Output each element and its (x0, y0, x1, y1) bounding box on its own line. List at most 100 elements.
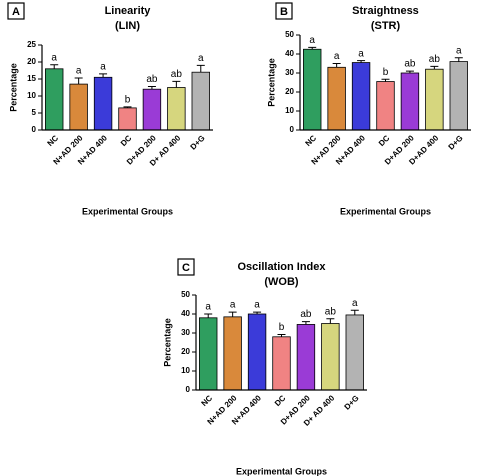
y-tick-label: 50 (285, 30, 294, 39)
bar (321, 323, 340, 391)
x-tick-label: NC (200, 393, 215, 408)
y-tick-label: 30 (181, 328, 190, 337)
chart-subtitle: (LIN) (115, 20, 140, 32)
bar (400, 72, 420, 131)
bar (327, 66, 346, 131)
significance-letter: a (230, 300, 236, 311)
x-tick-label: DC (377, 133, 392, 148)
x-tick-label: DC (273, 393, 288, 408)
chart-subtitle: (WOB) (264, 276, 299, 288)
error-bar (308, 46, 317, 50)
y-tick-label: 0 (32, 125, 37, 134)
x-axis-title: Experimental Groups (236, 466, 327, 476)
significance-letter: ab (171, 69, 183, 80)
error-bar (196, 64, 205, 73)
significance-letter: a (51, 52, 57, 63)
bar (45, 68, 64, 131)
y-tick-label: 40 (285, 49, 294, 58)
chart-subtitle: (STR) (371, 20, 401, 32)
significance-letter: a (100, 62, 106, 73)
x-tick-label: D+G (343, 394, 361, 412)
bar (142, 88, 162, 131)
y-tick-label: 10 (285, 106, 294, 115)
bar (425, 68, 444, 131)
error-bar (204, 313, 213, 318)
bar (69, 83, 88, 131)
y-tick-label: 10 (27, 91, 36, 100)
bar (118, 107, 137, 131)
y-tick-label: 30 (285, 68, 294, 77)
significance-letter: ab (146, 74, 158, 85)
bar (223, 316, 242, 391)
x-tick-label: NC (304, 133, 319, 148)
y-tick-label: 5 (32, 108, 37, 117)
y-axis-title: Percentage (266, 58, 276, 107)
bar (199, 317, 218, 391)
significance-letter: a (352, 298, 358, 309)
significance-letter: b (383, 67, 389, 78)
x-tick-label: D+G (189, 134, 207, 152)
x-axis-title: Experimental Groups (82, 206, 173, 216)
significance-letter: a (205, 302, 211, 313)
y-tick-label: 20 (27, 57, 36, 66)
y-tick-label: 0 (290, 125, 295, 134)
significance-letter: a (358, 48, 364, 59)
bar (449, 61, 468, 131)
error-bar (277, 334, 286, 337)
y-axis-title: Percentage (8, 63, 18, 112)
significance-letter: b (279, 322, 285, 333)
significance-letter: a (198, 53, 204, 64)
bar (376, 81, 395, 131)
significance-letter: ab (325, 306, 337, 317)
bar (272, 336, 291, 391)
error-bar (123, 106, 132, 108)
error-bar (430, 65, 439, 70)
y-tick-label: 40 (181, 309, 190, 318)
x-tick-label: DC (119, 133, 134, 148)
y-tick-label: 15 (27, 74, 36, 83)
panel-label: A (12, 6, 20, 18)
chart-title: Oscillation Index (237, 261, 326, 273)
error-bar (228, 311, 237, 317)
significance-letter: ab (404, 59, 416, 70)
error-bar (253, 311, 262, 314)
y-tick-label: 25 (27, 40, 36, 49)
panel-box (7, 2, 25, 20)
significance-letter: ab (429, 54, 441, 65)
bar (167, 87, 186, 131)
y-tick-label: 20 (181, 347, 190, 356)
x-axis-title: Experimental Groups (340, 206, 431, 216)
panel-label: C (182, 262, 190, 274)
error-bar (357, 60, 366, 63)
significance-letter: a (309, 35, 315, 46)
significance-letter: a (76, 66, 82, 77)
error-bar (326, 318, 335, 324)
significance-letter: ab (300, 309, 312, 320)
bar (345, 314, 364, 391)
bar (247, 313, 267, 391)
error-bar (405, 70, 414, 73)
y-axis-title: Percentage (162, 318, 172, 367)
error-bar (454, 57, 463, 62)
y-tick-label: 0 (186, 385, 191, 394)
panel-label: B (280, 6, 288, 18)
significance-letter: a (334, 51, 340, 62)
bar (296, 324, 316, 391)
chart-title: Straightness (352, 5, 419, 17)
bar (351, 62, 371, 131)
chart-title: Linearity (105, 5, 152, 17)
error-bar (172, 80, 181, 88)
x-tick-label: NC (46, 133, 61, 148)
significance-letter: a (456, 45, 462, 56)
error-bar (332, 63, 341, 68)
x-tick-label: D+G (447, 134, 465, 152)
y-tick-label: 50 (181, 290, 190, 299)
bar (303, 48, 322, 131)
y-tick-label: 10 (181, 366, 190, 375)
panel-box (275, 2, 293, 20)
bar (93, 76, 113, 131)
error-bar (147, 85, 156, 90)
significance-letter: b (125, 95, 131, 106)
bar (191, 71, 210, 131)
y-tick-label: 20 (285, 87, 294, 96)
